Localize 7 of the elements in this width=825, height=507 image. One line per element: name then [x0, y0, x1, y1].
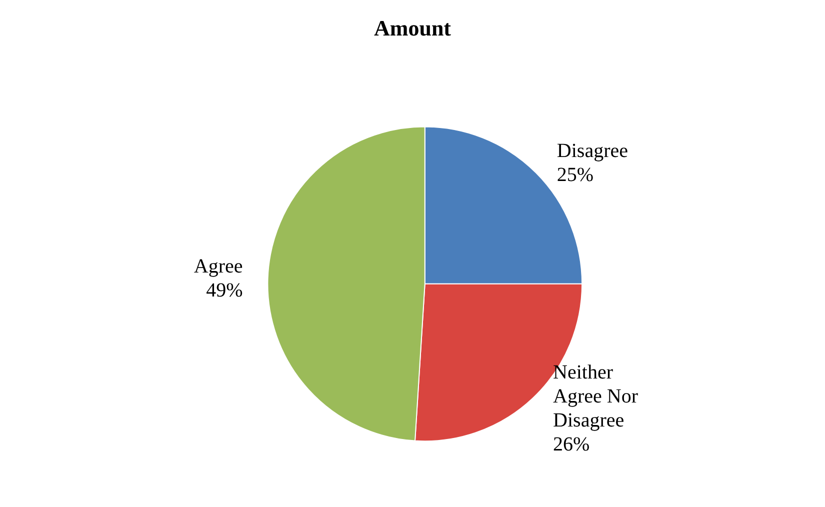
data-label: 25% [556, 164, 594, 186]
slice-label: Disagree [556, 140, 628, 162]
slice-label: Neither Agree Nor Disagree [553, 362, 644, 432]
data-label: 26% [553, 434, 590, 456]
chart-title: Amount [374, 16, 452, 40]
slice-label: Agree [194, 256, 243, 278]
data-label: 49% [206, 280, 243, 302]
